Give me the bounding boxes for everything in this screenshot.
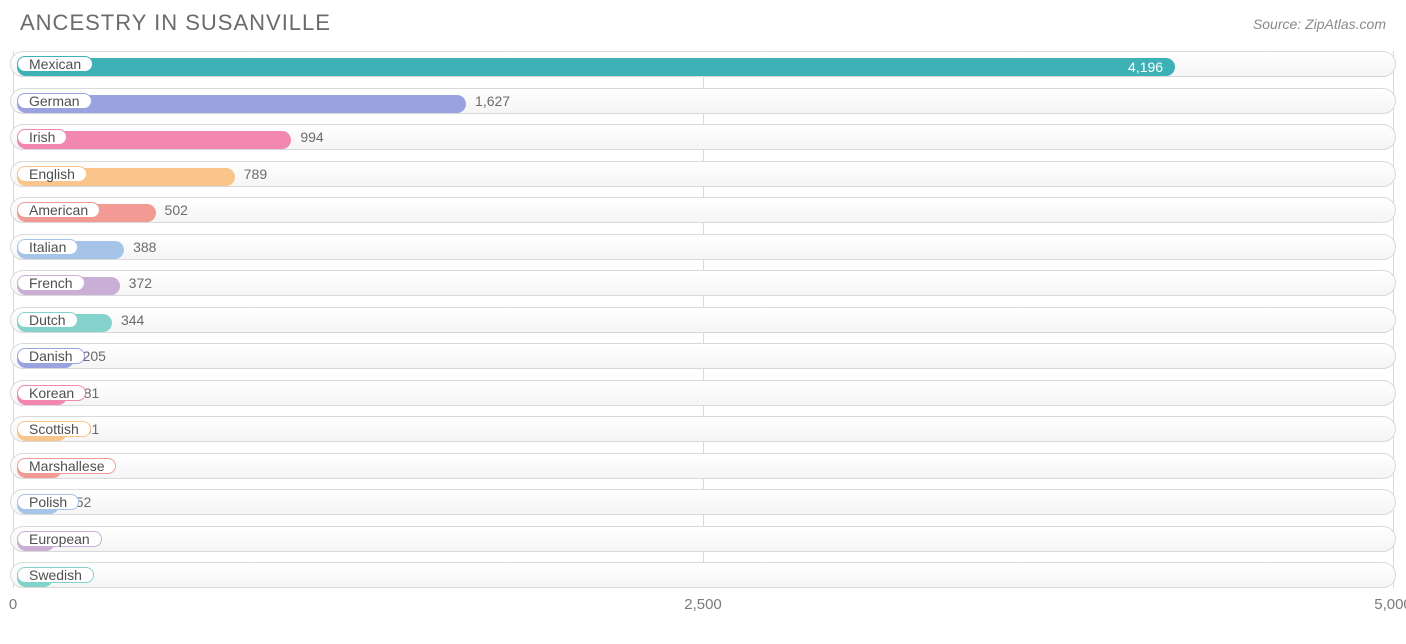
bar-row: 163Marshallese [10, 453, 1396, 479]
bar-row: 181Korean [10, 380, 1396, 406]
bar-category-label: Marshallese [17, 458, 116, 474]
bar-row: 4,196 Mexican [10, 51, 1396, 77]
bar-value-label: 4,196 [1128, 59, 1163, 75]
x-tick-label: 0 [9, 596, 17, 613]
bar-row: 994 Irish [10, 124, 1396, 150]
bar-category-label: Polish [17, 494, 79, 510]
bar-value-label: 344 [121, 312, 144, 328]
bar-row: 138European [10, 526, 1396, 552]
bar-category-label: European [17, 531, 102, 547]
bars-container: 4,196 Mexican 1,627 German 994 Irish 789 Englis… [10, 51, 1396, 588]
bar-value-label: 205 [83, 348, 106, 364]
chart-area: 4,196 Mexican 1,627 German 994 Irish 789 Englis… [10, 51, 1396, 620]
bar-value-label: 994 [300, 129, 323, 145]
bar-category-label: Korean [17, 385, 86, 401]
bar-fill: 4,196 [17, 58, 1175, 76]
bar-row: 388 Italian [10, 234, 1396, 260]
bar-value-label: 502 [165, 202, 188, 218]
bar-category-label: Danish [17, 348, 85, 364]
bar-row: 344 Dutch [10, 307, 1396, 333]
bar-row: 1,627 German [10, 88, 1396, 114]
bar-category-label: Scottish [17, 421, 91, 437]
chart-source: Source: ZipAtlas.com [1253, 16, 1386, 32]
bar-category-label: English [17, 166, 87, 182]
x-tick-label: 5,000 [1374, 596, 1406, 613]
bar-row: 181Scottish [10, 416, 1396, 442]
bar-value-label: 789 [244, 166, 267, 182]
chart-header: ANCESTRY IN SUSANVILLE Source: ZipAtlas.… [0, 0, 1406, 41]
bar-value-label: 388 [133, 239, 156, 255]
bar-category-label: American [17, 202, 100, 218]
bar-category-label: Italian [17, 239, 78, 255]
bar-category-label: French [17, 275, 85, 291]
bar-category-label: Mexican [17, 56, 93, 72]
bar-category-label: German [17, 93, 92, 109]
bar-row: 205Danish [10, 343, 1396, 369]
bar-row: 132Swedish [10, 562, 1396, 588]
bar-category-label: Irish [17, 129, 67, 145]
bar-value-label: 372 [129, 275, 152, 291]
x-tick-label: 2,500 [684, 596, 722, 613]
bar-category-label: Dutch [17, 312, 78, 328]
bar-value-label: 1,627 [475, 93, 510, 109]
bar-row: 152Polish [10, 489, 1396, 515]
bar-row: 372 French [10, 270, 1396, 296]
chart-title: ANCESTRY IN SUSANVILLE [20, 10, 331, 36]
x-axis: 02,5005,000 [10, 590, 1396, 620]
bar-row: 502 American [10, 197, 1396, 223]
bar-row: 789 English [10, 161, 1396, 187]
bar-category-label: Swedish [17, 567, 94, 583]
